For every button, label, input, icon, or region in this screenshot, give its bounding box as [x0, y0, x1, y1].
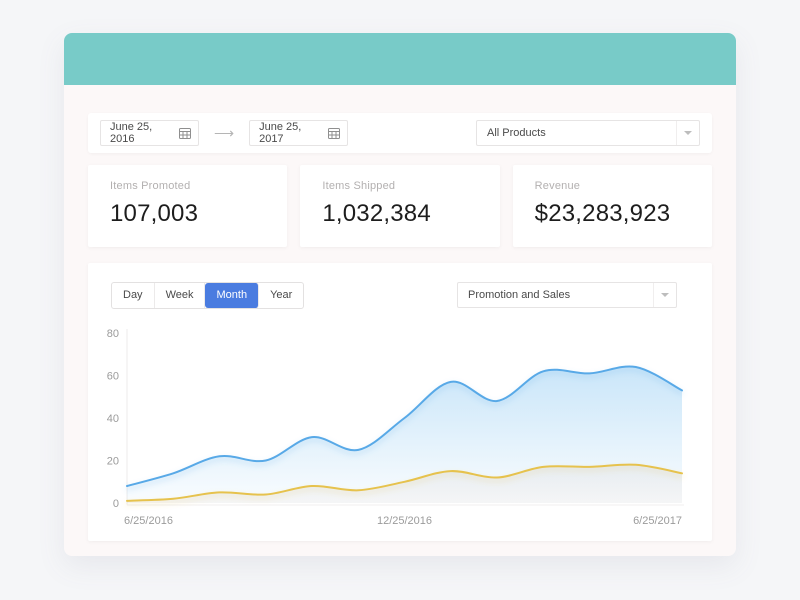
stat-card-items-promoted: Items Promoted 107,003 [88, 165, 288, 247]
date-to-value: June 25, 2017 [259, 121, 302, 145]
calendar-icon [328, 127, 341, 139]
chart-panel: Day Week Month Year Promotion and Sales … [88, 263, 712, 541]
app-header [64, 33, 736, 85]
dashboard-card: June 25, 2016 ⟶ June 25, 2017 [64, 33, 736, 556]
chevron-down-icon [653, 283, 676, 307]
x-axis-tick-label: 6/25/2016 [124, 515, 173, 527]
y-axis-tick-label: 80 [107, 328, 119, 340]
product-filter-value: All Products [487, 127, 546, 139]
stat-card-items-shipped: Items Shipped 1,032,384 [300, 165, 500, 247]
chart-area-sales [127, 464, 682, 503]
stat-value: 1,032,384 [322, 200, 431, 227]
chart-line-sales [126, 463, 683, 502]
product-filter-dropdown[interactable]: All Products [476, 120, 700, 146]
metric-filter-dropdown[interactable]: Promotion and Sales [457, 282, 677, 308]
date-from-input[interactable]: June 25, 2016 [100, 120, 199, 146]
x-axis-tick-label: 12/25/2016 [377, 515, 432, 527]
chart-line-promotion [126, 365, 683, 487]
metric-filter-value: Promotion and Sales [468, 289, 571, 301]
stat-label: Revenue [534, 180, 581, 192]
y-axis-tick-label: 60 [107, 371, 119, 383]
calendar-icon [179, 127, 191, 139]
stats-row: Items Promoted 107,003 Items Shipped 1,0… [88, 165, 712, 247]
area-chart-canvas: 0 20 40 60 80 6/25/2016 12/25/2016 6/25/2017 [107, 328, 684, 527]
stat-label: Items Shipped [322, 180, 396, 192]
tab-day[interactable]: Day [112, 283, 155, 308]
x-axis-tick-label: 6/25/2017 [633, 515, 682, 527]
interval-tab-group: Day Week Month Year [111, 282, 305, 309]
tab-month[interactable]: Month [205, 283, 260, 308]
tab-week[interactable]: Week [154, 283, 206, 308]
y-axis-tick-label: 0 [113, 498, 119, 510]
stat-value: $23,283,923 [534, 200, 671, 227]
date-to-input[interactable]: June 25, 2017 [249, 120, 349, 146]
stat-label: Items Promoted [110, 180, 191, 192]
date-from-value: June 25, 2016 [110, 121, 153, 145]
chevron-down-icon [676, 121, 699, 145]
filter-bar: June 25, 2016 ⟶ June 25, 2017 [88, 113, 712, 153]
tab-year[interactable]: Year [259, 283, 304, 308]
y-axis-tick-label: 20 [107, 456, 119, 468]
y-axis-tick-label: 40 [107, 413, 119, 425]
stat-value: 107,003 [110, 200, 199, 227]
stat-card-revenue: Revenue $23,283,923 [512, 165, 712, 247]
arrow-right-icon: ⟶ [214, 125, 235, 141]
